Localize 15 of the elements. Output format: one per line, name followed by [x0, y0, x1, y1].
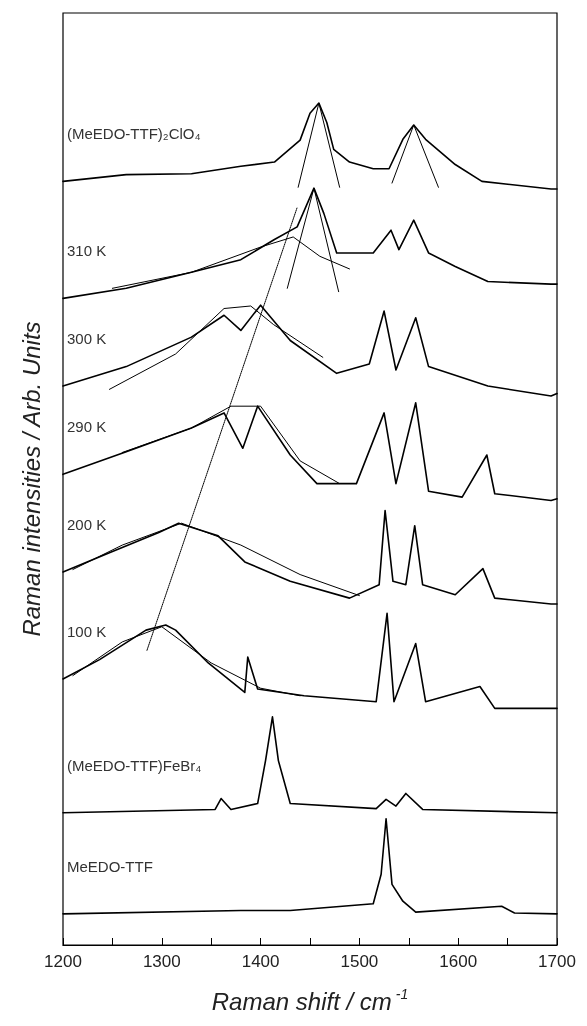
series-label: 300 K	[67, 329, 107, 347]
text: (MeEDO-TTF)FeBr₄	[67, 756, 202, 774]
y-axis-title: Raman intensities / Arb. Units	[17, 321, 45, 637]
text: MeEDO-TTF	[67, 857, 153, 875]
x-tick-label: 1200	[44, 952, 82, 971]
series-label: (MeEDO-TTF)₂ClO₄	[67, 125, 201, 143]
x-tick-label: 1700	[538, 952, 576, 971]
x-tick-label: 1500	[340, 952, 379, 971]
series-label: 200 K	[67, 516, 107, 534]
x-tick-label: 1600	[439, 952, 478, 971]
series-label: 290 K	[67, 418, 107, 436]
text: 310 K	[67, 242, 107, 260]
series-label: 100 K	[67, 622, 107, 640]
x-tick-label: 1300	[142, 952, 181, 971]
x-tick-label: 1400	[241, 952, 280, 971]
